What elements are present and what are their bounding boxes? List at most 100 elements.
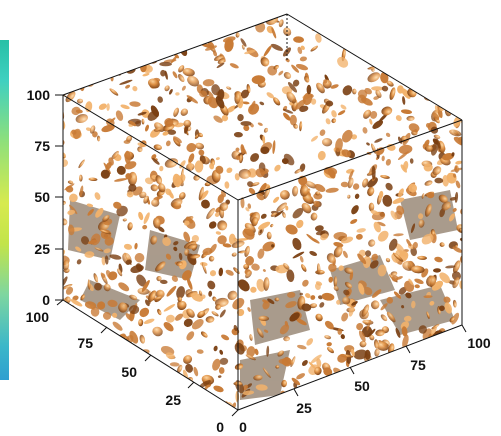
pore-blob — [215, 96, 225, 109]
pore-blob — [459, 87, 462, 95]
pore-blob — [335, 388, 346, 400]
pore-blob — [148, 290, 157, 303]
pore-blob — [78, 159, 85, 169]
pore-blob — [152, 158, 160, 165]
pore-blob — [285, 224, 298, 235]
pore-blob — [328, 263, 337, 272]
pore-blob — [416, 17, 424, 31]
pore-blob — [381, 85, 389, 92]
pore-blob — [72, 74, 86, 82]
pore-blob — [231, 252, 237, 257]
pore-blob — [179, 39, 188, 47]
pore-blob — [242, 390, 255, 396]
pore-blob — [371, 86, 384, 91]
pore-blob — [150, 21, 159, 29]
pore-blob — [436, 105, 443, 119]
pore-blob — [380, 72, 389, 84]
pore-blob — [185, 363, 194, 373]
pore-blob — [112, 321, 123, 331]
pore-blob — [84, 301, 97, 309]
pore-blob — [125, 173, 132, 180]
pore-blob — [217, 14, 222, 24]
pore-blob — [198, 290, 203, 296]
pore-blob — [113, 411, 118, 417]
pore-blob — [197, 310, 206, 318]
pore-blob — [456, 25, 460, 30]
pore-blob — [430, 84, 436, 98]
pore-blob — [341, 312, 349, 322]
pore-blob — [391, 30, 396, 36]
pore-blob — [89, 14, 96, 19]
pore-blob — [123, 243, 133, 250]
pore-blob — [364, 349, 371, 360]
pore-blob — [427, 14, 437, 26]
pore-blob — [431, 280, 444, 291]
edge-top-front-left — [62, 94, 239, 201]
pore-blob — [306, 338, 314, 346]
pore-blob — [143, 195, 150, 204]
pore-blob — [175, 380, 182, 386]
pore-blob — [299, 56, 307, 62]
pore-blob — [162, 37, 169, 41]
pore-blob — [436, 14, 443, 19]
pore-blob — [149, 19, 154, 26]
pore-blob — [235, 147, 240, 152]
pore-blob — [386, 311, 396, 323]
pore-blob — [385, 132, 391, 138]
pore-blob — [301, 9, 308, 14]
pore-blob — [359, 340, 367, 348]
pore-blob — [271, 27, 277, 39]
pore-blob — [284, 394, 294, 408]
pore-blob — [183, 355, 193, 365]
pore-blob — [347, 177, 354, 189]
pore-blob — [342, 370, 351, 380]
pore-blob — [226, 167, 233, 174]
pore-blob — [242, 228, 255, 240]
pore-blob — [212, 50, 218, 57]
pore-blob — [169, 88, 173, 95]
pore-blob — [398, 188, 404, 198]
pore-blob — [254, 348, 259, 356]
pore-blob — [411, 265, 425, 274]
pore-blob — [398, 396, 402, 401]
pore-blob — [233, 131, 243, 138]
pore-blob — [388, 238, 398, 251]
pore-blob — [434, 40, 444, 46]
pore-blob — [385, 158, 391, 166]
pore-blob — [442, 153, 454, 161]
pore-blob — [403, 315, 412, 322]
pore-blob — [374, 348, 380, 357]
pore-blob — [65, 286, 74, 295]
pore-blob — [439, 242, 445, 247]
pore-blob — [380, 174, 390, 179]
pore-blob — [256, 278, 265, 292]
pore-blob — [413, 14, 427, 18]
pore-blob — [97, 301, 106, 310]
pore-blob — [164, 158, 178, 168]
pore-blob — [137, 146, 143, 153]
pore-blob — [151, 390, 159, 400]
pore-blob — [337, 56, 349, 68]
pore-blob — [214, 212, 220, 217]
pore-blob — [244, 245, 250, 257]
pore-blob — [301, 15, 310, 20]
pore-blob — [449, 129, 462, 137]
pore-blob — [120, 396, 128, 404]
pore-blob — [107, 299, 118, 308]
pore-blob — [191, 319, 204, 330]
pore-blob — [63, 159, 69, 167]
pore-blob — [436, 371, 443, 385]
pore-blob — [418, 219, 425, 228]
pore-blob — [241, 44, 245, 50]
pore-blob — [243, 263, 250, 270]
pore-blob — [160, 279, 168, 285]
pore-blob — [186, 277, 193, 290]
pore-blob — [208, 255, 215, 262]
pore-blob — [102, 215, 110, 222]
pore-blob — [340, 35, 350, 46]
pore-blob — [439, 360, 446, 366]
pore-blob — [310, 135, 319, 142]
pore-blob — [198, 149, 205, 156]
pore-blob — [322, 393, 331, 400]
pore-blob — [459, 340, 462, 346]
